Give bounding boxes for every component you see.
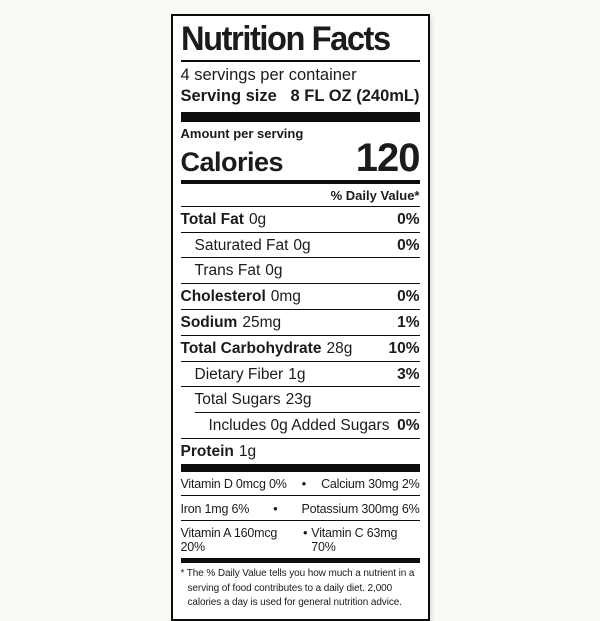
calories-row: Calories 120 (180, 135, 421, 180)
section-bar-thick-2 (180, 463, 420, 472)
nutrient-row: Includes 0g Added Sugars 0% (194, 412, 420, 438)
label-title: Nutrition Facts (180, 20, 391, 58)
bullet-separator-icon: • (273, 500, 278, 516)
section-bar-medium (180, 179, 420, 184)
vitamin-row: Vitamin A 160mcg 20% • Vitamin C 63mg 70… (180, 519, 420, 559)
nutrient-row: Total Sugars 23g (180, 386, 420, 412)
vitamin-row: Vitamin D 0mcg 0% • Calcium 30mg 2% (181, 472, 420, 496)
nutrient-row: Saturated Fat 0g 0% (180, 231, 420, 258)
servings-per-container: 4 servings per container (180, 65, 357, 84)
nutrient-daily-value: 0% (397, 236, 420, 254)
nutrient-row: Sodium 25mg 1% (180, 309, 420, 335)
nutrient-row: Cholesterol 0mg 0% (180, 283, 420, 309)
daily-value-header: % Daily Value* (330, 187, 420, 203)
nutrient-row: Protein 1g (180, 438, 420, 464)
nutrient-row: Total Fat 0g 0% (180, 205, 420, 232)
vitamin-rows: Vitamin D 0mcg 0% • Calcium 30mg 2% Iron… (180, 472, 420, 559)
nutrient-daily-value: 1% (397, 314, 420, 331)
daily-value-footnote: * The % Daily Value tells you how much a… (180, 568, 415, 609)
nutrient-amount: 25mg (242, 314, 282, 331)
nutrient-amount: 0g (293, 236, 311, 254)
nutrient-amount: 1g (288, 365, 306, 383)
nutrient-name: Saturated Fat (194, 236, 289, 254)
bullet-separator-icon: • (302, 525, 308, 541)
title-divider (180, 59, 420, 62)
vitamin-right-value: Calcium 30mg 2% (321, 477, 420, 492)
nutrient-name: Sodium (180, 314, 238, 331)
serving-size-label: Serving size (180, 87, 277, 106)
nutrient-name: Total Sugars (194, 391, 281, 409)
calories-label: Calories (180, 146, 284, 177)
nutrient-daily-value: 0% (397, 210, 420, 228)
nutrient-name: Trans Fat (194, 262, 261, 280)
nutrient-name: Includes 0g Added Sugars (208, 417, 390, 435)
nutrient-amount: 1g (238, 443, 257, 461)
nutrient-row: Trans Fat 0g (180, 257, 420, 283)
nutrient-daily-value: 0% (397, 417, 420, 435)
vitamin-left-value: Vitamin D 0mcg 0% (180, 477, 287, 492)
vitamin-left-value: Vitamin A 160mcg 20% (180, 526, 278, 555)
nutrient-name: Cholesterol (180, 288, 266, 306)
vitamin-right-value: Vitamin C 63mg 70% (311, 526, 398, 555)
nutrient-row: Dietary Fiber 1g 3% (180, 360, 420, 387)
nutrient-amount: 28g (326, 339, 353, 357)
nutrient-row: Total Carbohydrate 28g 10% (180, 334, 420, 361)
nutrient-amount: 0g (265, 262, 283, 280)
nutrition-facts-label: Nutrition Facts 4 servings per container… (170, 14, 430, 621)
nutrient-amount: 0mg (270, 288, 301, 306)
nutrient-name: Total Fat (180, 210, 244, 228)
serving-size-row: Serving size 8 FL OZ (240mL) (181, 86, 420, 107)
nutrient-daily-value: 3% (397, 365, 420, 383)
bullet-separator-icon: • (301, 476, 307, 492)
nutrient-rows: Total Fat 0g 0% Saturated Fat 0g 0% Tran… (180, 205, 420, 464)
section-bar-medium-2 (180, 558, 420, 564)
nutrient-daily-value: 10% (388, 339, 420, 357)
vitamin-row: Iron 1mg 6% • Potassium 300mg 6% (180, 495, 420, 520)
nutrient-name: Total Carbohydrate (180, 339, 322, 357)
calories-value: 120 (355, 135, 421, 180)
nutrient-name: Protein (180, 443, 234, 461)
amount-per-serving-label: Amount per serving (180, 125, 304, 141)
vitamin-right-value: Potassium 300mg 6% (301, 501, 420, 516)
nutrient-name: Dietary Fiber (194, 365, 284, 383)
serving-size-value: 8 FL OZ (240mL) (290, 87, 420, 106)
nutrient-daily-value: 0% (397, 288, 420, 306)
nutrient-amount: 0g (248, 210, 267, 228)
vitamin-left-value: Iron 1mg 6% (180, 501, 250, 516)
nutrient-amount: 23g (285, 391, 312, 409)
section-bar-thick (180, 111, 420, 122)
